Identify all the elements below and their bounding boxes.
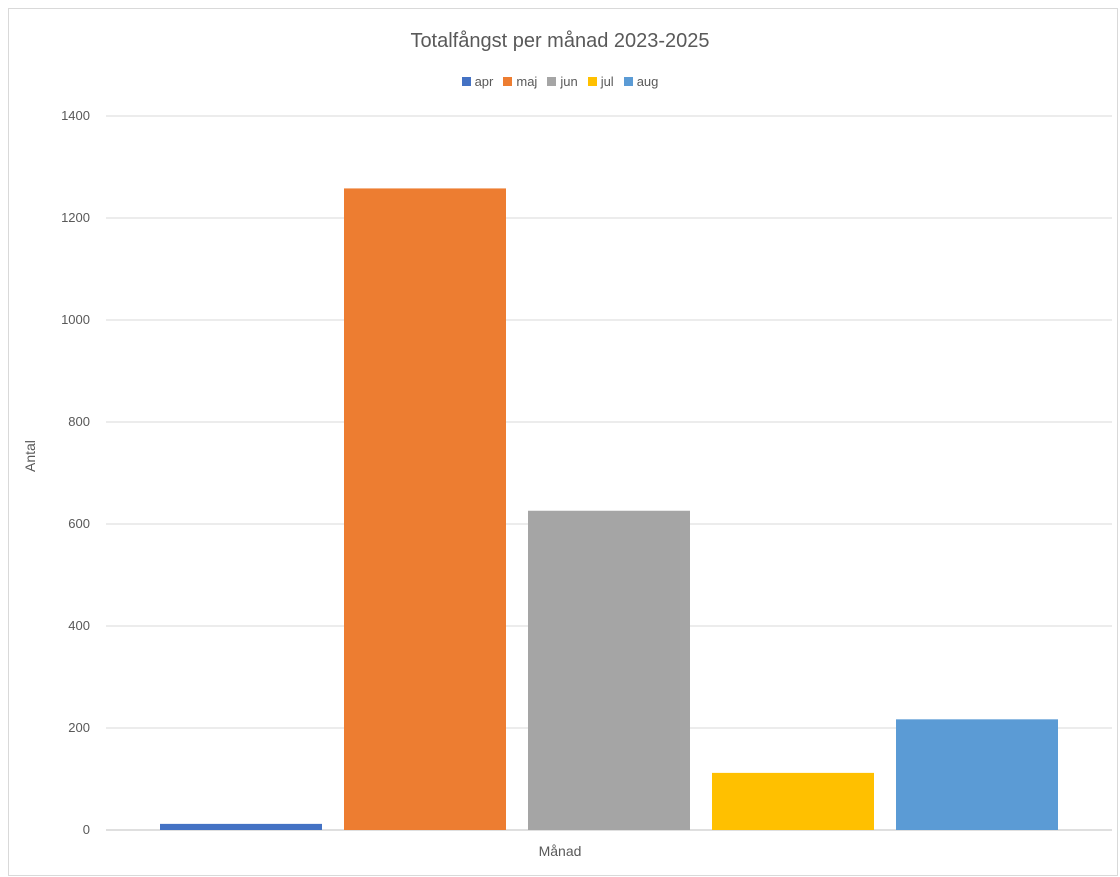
legend-item-apr: apr — [461, 74, 494, 89]
bar-jul — [712, 772, 874, 830]
legend-swatch-apr — [461, 77, 471, 86]
y-tick-label: 200 — [68, 720, 90, 735]
legend: apr maj jun jul aug — [0, 74, 1120, 89]
y-tick-label: 1200 — [61, 210, 90, 225]
bar-apr — [160, 823, 322, 830]
legend-swatch-jun — [547, 77, 557, 86]
bars — [160, 188, 1058, 831]
legend-swatch-jul — [587, 77, 597, 86]
legend-swatch-maj — [503, 77, 513, 86]
y-tick-label: 800 — [68, 414, 90, 429]
y-tick-label: 1400 — [61, 108, 90, 123]
legend-label-apr: apr — [474, 74, 494, 89]
legend-item-jun: jun — [547, 74, 578, 89]
x-axis-title: Månad — [538, 843, 582, 859]
y-tick-label: 600 — [68, 516, 90, 531]
y-tick-labels: 0 200 400 600 800 1000 1200 1400 — [61, 108, 90, 837]
chart-title: Totalfångst per månad 2023-2025 — [410, 30, 710, 52]
bar-maj — [344, 188, 506, 831]
legend-swatch-aug — [623, 77, 633, 86]
legend-label-jul: jul — [600, 74, 614, 89]
legend-label-maj: maj — [516, 74, 538, 89]
legend-label-jun: jun — [560, 74, 578, 89]
bar-jun — [528, 510, 690, 830]
legend-item-aug: aug — [623, 74, 659, 89]
y-tick-label: 1000 — [61, 312, 90, 327]
y-tick-label: 0 — [83, 822, 90, 837]
legend-item-jul: jul — [587, 74, 614, 89]
bar-aug — [896, 719, 1058, 830]
legend-item-maj: maj — [503, 74, 537, 89]
y-tick-label: 400 — [68, 618, 90, 633]
legend-label-aug: aug — [636, 74, 659, 89]
